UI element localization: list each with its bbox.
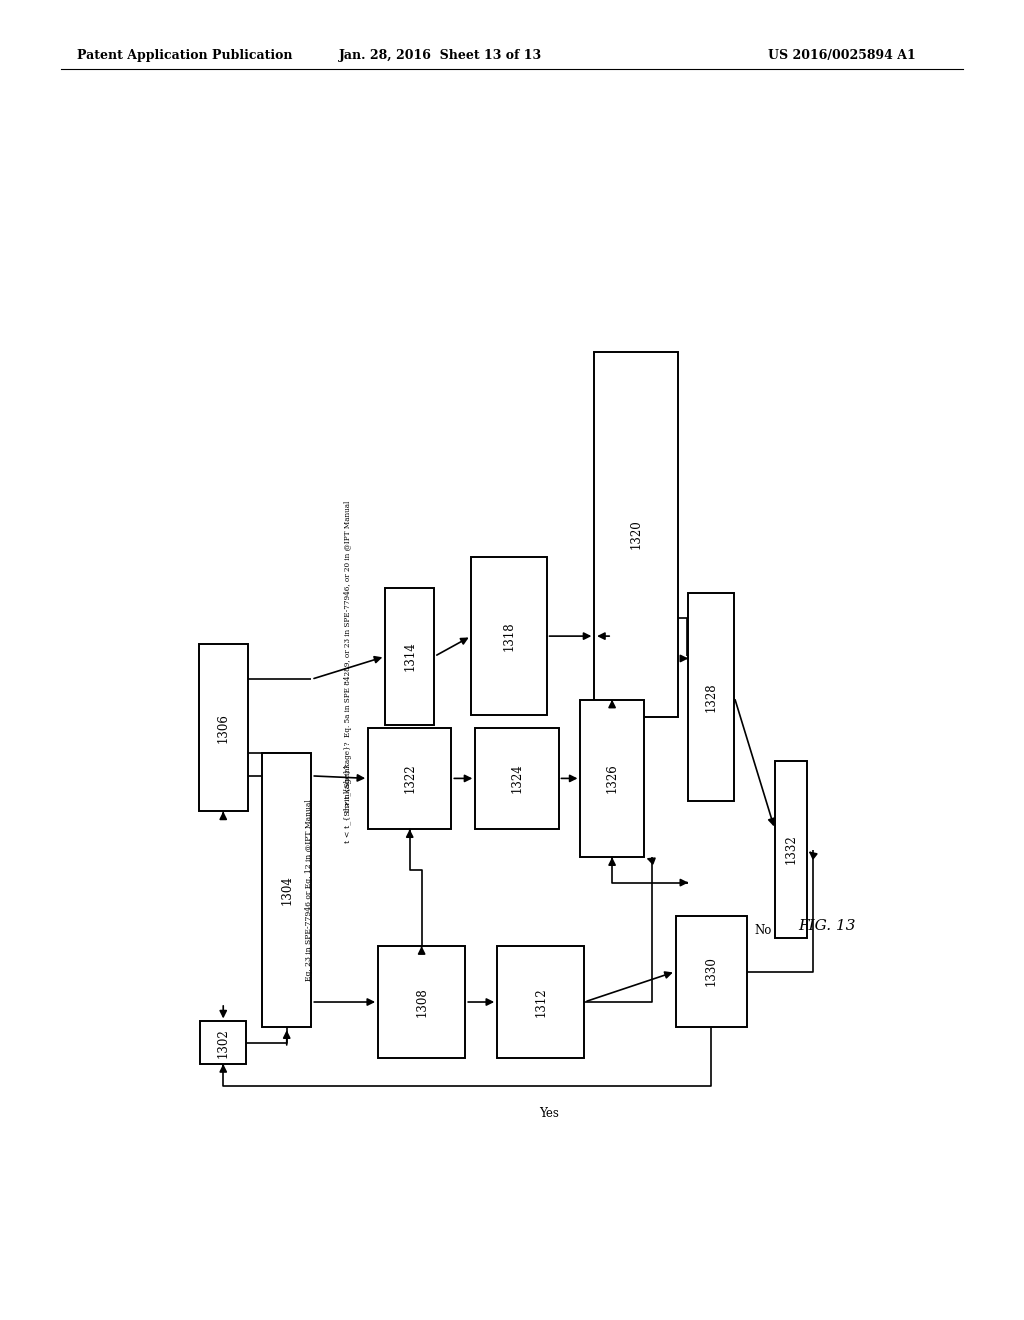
- FancyBboxPatch shape: [471, 557, 547, 715]
- Text: 1302: 1302: [217, 1028, 229, 1057]
- Text: 1326: 1326: [605, 763, 618, 793]
- Text: 1330: 1330: [705, 957, 718, 986]
- FancyBboxPatch shape: [581, 700, 644, 857]
- FancyBboxPatch shape: [594, 351, 678, 718]
- Text: 1324: 1324: [510, 763, 523, 793]
- Text: Yes: Yes: [539, 1107, 558, 1121]
- Text: t > t_{Shrinkage}?  Eq. 5a in SPE 84289, or 23 in SPE-77946, or 20 in @IPT Manua: t > t_{Shrinkage}? Eq. 5a in SPE 84289, …: [344, 500, 352, 812]
- FancyBboxPatch shape: [385, 587, 434, 725]
- Text: 1304: 1304: [281, 875, 293, 906]
- FancyBboxPatch shape: [497, 946, 585, 1057]
- Text: 1332: 1332: [784, 834, 797, 865]
- FancyBboxPatch shape: [201, 1022, 246, 1064]
- Text: No: No: [755, 924, 771, 937]
- Text: Patent Application Publication: Patent Application Publication: [77, 49, 292, 62]
- FancyBboxPatch shape: [775, 760, 807, 939]
- Text: US 2016/0025894 A1: US 2016/0025894 A1: [768, 49, 915, 62]
- Text: 1314: 1314: [403, 642, 416, 672]
- FancyBboxPatch shape: [199, 644, 248, 812]
- FancyBboxPatch shape: [676, 916, 746, 1027]
- FancyBboxPatch shape: [262, 752, 311, 1027]
- Text: FIG. 13: FIG. 13: [799, 919, 856, 933]
- Text: t < t_{Shrinkage}?: t < t_{Shrinkage}?: [344, 764, 352, 843]
- Text: 1322: 1322: [403, 763, 416, 793]
- FancyBboxPatch shape: [378, 946, 465, 1057]
- FancyBboxPatch shape: [368, 727, 452, 829]
- Text: Eq. 23 in SPE-77946 or Eq. 12 in @IPT Manual: Eq. 23 in SPE-77946 or Eq. 12 in @IPT Ma…: [305, 800, 313, 981]
- Text: 1318: 1318: [503, 622, 515, 651]
- Text: 1306: 1306: [217, 713, 229, 743]
- FancyBboxPatch shape: [688, 593, 734, 801]
- Text: 1328: 1328: [705, 682, 718, 711]
- Text: 1320: 1320: [630, 520, 642, 549]
- Text: 1312: 1312: [535, 987, 547, 1016]
- Text: 1308: 1308: [415, 987, 428, 1016]
- Text: Jan. 28, 2016  Sheet 13 of 13: Jan. 28, 2016 Sheet 13 of 13: [339, 49, 542, 62]
- FancyBboxPatch shape: [475, 727, 558, 829]
